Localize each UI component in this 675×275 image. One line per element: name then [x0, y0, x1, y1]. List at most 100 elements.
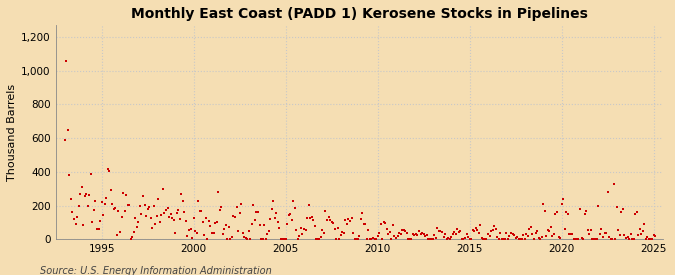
- Point: [536, 235, 547, 239]
- Point: [614, 232, 625, 237]
- Point: [541, 233, 551, 238]
- Point: [464, 237, 475, 242]
- Point: [443, 236, 454, 240]
- Point: [355, 216, 366, 221]
- Point: [354, 234, 364, 238]
- Point: [78, 223, 88, 227]
- Point: [631, 210, 642, 214]
- Point: [532, 229, 543, 234]
- Point: [157, 187, 168, 191]
- Point: [111, 232, 122, 237]
- Point: [95, 219, 105, 224]
- Point: [311, 237, 322, 242]
- Point: [261, 237, 271, 242]
- Point: [150, 221, 161, 226]
- Point: [610, 237, 620, 242]
- Point: [231, 204, 242, 209]
- Point: [383, 232, 394, 236]
- Point: [67, 210, 78, 214]
- Point: [73, 204, 84, 208]
- Point: [643, 237, 654, 242]
- Point: [298, 227, 309, 231]
- Point: [402, 231, 412, 235]
- Point: [461, 232, 472, 236]
- Point: [444, 237, 455, 242]
- Point: [136, 211, 147, 216]
- Point: [418, 231, 429, 236]
- Point: [589, 237, 599, 242]
- Point: [438, 235, 449, 239]
- Point: [284, 212, 294, 217]
- Point: [105, 187, 116, 192]
- Point: [429, 233, 439, 237]
- Point: [616, 210, 627, 214]
- Point: [543, 227, 554, 232]
- Point: [628, 237, 639, 242]
- Point: [294, 234, 305, 238]
- Point: [639, 222, 650, 226]
- Point: [205, 224, 216, 229]
- Point: [566, 231, 576, 236]
- Point: [473, 230, 484, 235]
- Point: [420, 234, 431, 239]
- Point: [314, 237, 325, 242]
- Point: [483, 232, 493, 236]
- Point: [484, 234, 495, 239]
- Point: [86, 172, 97, 177]
- Point: [222, 237, 233, 242]
- Point: [163, 214, 174, 219]
- Point: [217, 232, 228, 236]
- Point: [101, 196, 111, 200]
- Point: [331, 237, 342, 242]
- Point: [533, 236, 544, 240]
- Point: [134, 204, 145, 208]
- Point: [561, 210, 572, 214]
- Point: [263, 229, 274, 233]
- Point: [357, 211, 368, 216]
- Point: [233, 229, 244, 233]
- Point: [595, 232, 605, 236]
- Point: [593, 204, 604, 208]
- Point: [509, 233, 520, 237]
- Point: [550, 212, 561, 216]
- Point: [194, 209, 205, 214]
- Point: [415, 232, 426, 236]
- Point: [423, 237, 433, 242]
- Point: [481, 237, 492, 242]
- Point: [427, 237, 438, 242]
- Point: [555, 236, 566, 240]
- Point: [456, 237, 467, 242]
- Point: [214, 208, 225, 213]
- Point: [603, 235, 614, 240]
- Point: [395, 232, 406, 236]
- Point: [148, 204, 159, 208]
- Point: [346, 215, 357, 220]
- Point: [325, 218, 335, 222]
- Point: [221, 223, 232, 227]
- Point: [647, 237, 657, 242]
- Point: [366, 237, 377, 242]
- Point: [412, 233, 423, 237]
- Point: [168, 218, 179, 222]
- Point: [167, 216, 178, 221]
- Point: [498, 237, 509, 242]
- Point: [570, 237, 580, 242]
- Point: [69, 217, 80, 221]
- Point: [162, 206, 173, 211]
- Point: [410, 232, 421, 236]
- Point: [634, 227, 645, 232]
- Point: [374, 231, 385, 235]
- Point: [516, 237, 527, 242]
- Point: [636, 232, 647, 236]
- Point: [394, 231, 404, 235]
- Point: [371, 237, 381, 242]
- Point: [512, 235, 522, 239]
- Point: [207, 231, 217, 235]
- Point: [624, 237, 634, 242]
- Point: [208, 230, 219, 235]
- Point: [313, 237, 323, 242]
- Point: [648, 233, 659, 237]
- Point: [288, 199, 298, 204]
- Point: [477, 236, 487, 240]
- Point: [236, 202, 246, 206]
